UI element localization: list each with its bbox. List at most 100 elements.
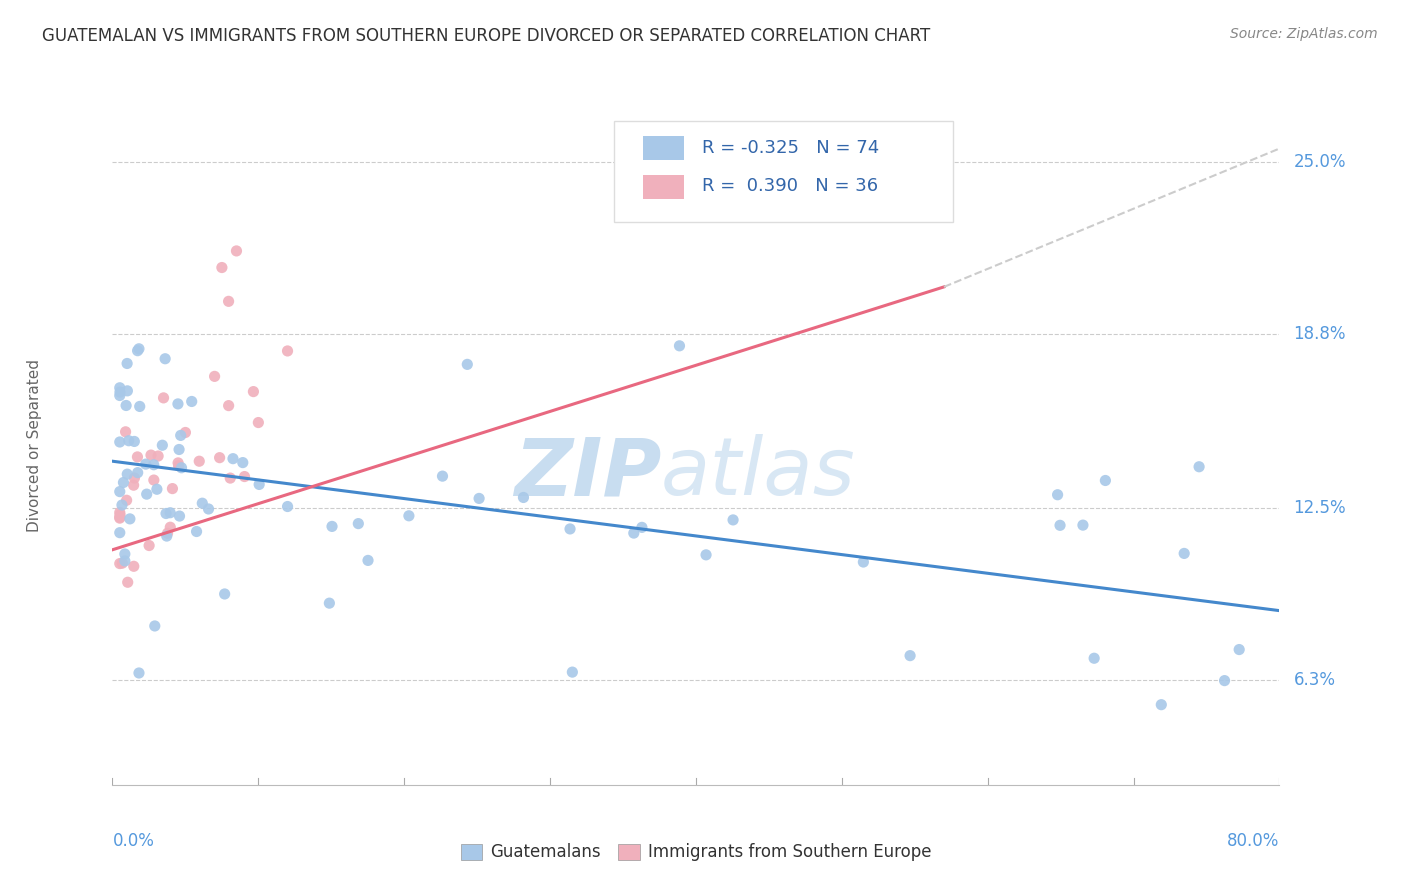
- Text: atlas: atlas: [661, 434, 856, 512]
- Point: [222, 451, 245, 466]
- Point: [128, 665, 150, 680]
- Point: [153, 351, 176, 366]
- Point: [108, 484, 131, 499]
- Point: [561, 665, 583, 679]
- Point: [138, 539, 160, 553]
- Point: [191, 496, 214, 510]
- Point: [156, 526, 179, 541]
- Point: [512, 491, 534, 505]
- Text: 80.0%: 80.0%: [1227, 832, 1279, 850]
- Point: [631, 520, 654, 534]
- Point: [159, 520, 181, 534]
- Text: 25.0%: 25.0%: [1294, 153, 1346, 171]
- Point: [721, 513, 744, 527]
- Point: [1173, 546, 1195, 560]
- Text: R = -0.325   N = 74: R = -0.325 N = 74: [702, 139, 879, 157]
- FancyBboxPatch shape: [614, 120, 953, 222]
- Point: [122, 559, 145, 574]
- Point: [135, 457, 157, 471]
- Text: Divorced or Separated: Divorced or Separated: [28, 359, 42, 533]
- Point: [242, 384, 264, 399]
- Text: 18.8%: 18.8%: [1294, 325, 1346, 343]
- Point: [156, 529, 179, 543]
- Point: [108, 505, 131, 519]
- Point: [159, 506, 181, 520]
- Point: [695, 548, 717, 562]
- Point: [152, 391, 174, 405]
- Point: [139, 448, 162, 462]
- Point: [247, 416, 270, 430]
- Point: [114, 425, 136, 439]
- Point: [218, 399, 240, 413]
- Point: [170, 460, 193, 475]
- Point: [167, 397, 190, 411]
- Point: [128, 400, 150, 414]
- Point: [1227, 642, 1250, 657]
- Point: [169, 509, 191, 524]
- Point: [186, 524, 208, 539]
- Point: [211, 260, 233, 275]
- FancyBboxPatch shape: [644, 175, 685, 199]
- Point: [142, 473, 165, 487]
- Point: [108, 435, 131, 450]
- Point: [155, 507, 177, 521]
- Point: [277, 500, 299, 514]
- Point: [558, 522, 581, 536]
- Point: [1071, 518, 1094, 533]
- Point: [142, 458, 165, 472]
- Point: [115, 493, 138, 508]
- Point: [214, 587, 236, 601]
- Point: [108, 385, 131, 400]
- Point: [623, 526, 645, 541]
- Point: [108, 510, 131, 524]
- Point: [1094, 474, 1116, 488]
- Point: [108, 511, 131, 525]
- Point: [170, 428, 193, 442]
- Point: [122, 478, 145, 492]
- Point: [218, 294, 240, 309]
- Point: [188, 454, 211, 468]
- Point: [180, 394, 202, 409]
- Point: [124, 434, 146, 449]
- Point: [124, 471, 146, 485]
- Text: 6.3%: 6.3%: [1294, 671, 1336, 689]
- Point: [1046, 488, 1069, 502]
- Point: [127, 466, 149, 480]
- Point: [1150, 698, 1173, 712]
- Point: [174, 425, 197, 440]
- Point: [114, 547, 136, 561]
- Point: [1213, 673, 1236, 688]
- Point: [115, 399, 138, 413]
- Point: [146, 449, 169, 463]
- Point: [127, 343, 149, 358]
- Point: [197, 502, 219, 516]
- Point: [233, 469, 256, 483]
- Point: [143, 619, 166, 633]
- Point: [357, 553, 380, 567]
- Point: [167, 442, 190, 457]
- Point: [115, 356, 138, 370]
- Point: [167, 458, 190, 473]
- Point: [898, 648, 921, 663]
- Point: [432, 469, 454, 483]
- Point: [112, 475, 135, 490]
- Point: [219, 471, 242, 485]
- Point: [135, 487, 157, 501]
- Point: [146, 482, 169, 496]
- Point: [117, 384, 139, 398]
- Point: [1083, 651, 1105, 665]
- Point: [204, 369, 226, 384]
- Point: [111, 498, 134, 512]
- Point: [347, 516, 370, 531]
- Point: [108, 557, 131, 571]
- Point: [852, 555, 875, 569]
- FancyBboxPatch shape: [644, 136, 685, 160]
- Point: [232, 456, 254, 470]
- Text: ZIP: ZIP: [513, 434, 661, 512]
- Point: [167, 456, 190, 470]
- Text: 12.5%: 12.5%: [1294, 500, 1346, 517]
- Point: [398, 508, 420, 523]
- Text: GUATEMALAN VS IMMIGRANTS FROM SOUTHERN EUROPE DIVORCED OR SEPARATED CORRELATION : GUATEMALAN VS IMMIGRANTS FROM SOUTHERN E…: [42, 27, 931, 45]
- Point: [1049, 518, 1071, 533]
- Legend: Guatemalans, Immigrants from Southern Europe: Guatemalans, Immigrants from Southern Eu…: [454, 837, 938, 868]
